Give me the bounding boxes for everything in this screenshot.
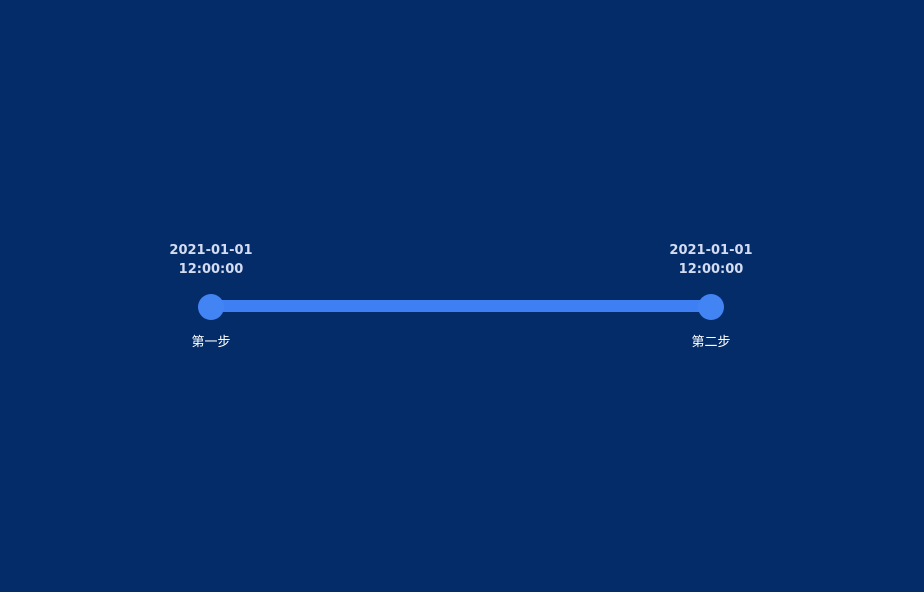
step-1-label: 第一步 <box>191 335 231 350</box>
step-2-node <box>698 294 724 320</box>
step-2-label: 第二步 <box>691 335 731 350</box>
step-2-time: 12:00:00 <box>678 262 744 277</box>
step-2-date: 2021-01-01 <box>669 243 753 258</box>
step-2-timestamp: 2021-01-01 12:00:00 <box>651 241 771 279</box>
step-1-time: 12:00:00 <box>178 262 244 277</box>
step-1-date: 2021-01-01 <box>169 243 253 258</box>
step-1-timestamp: 2021-01-01 12:00:00 <box>151 241 271 279</box>
step-1-node <box>198 294 224 320</box>
timeline-connector <box>210 300 711 312</box>
